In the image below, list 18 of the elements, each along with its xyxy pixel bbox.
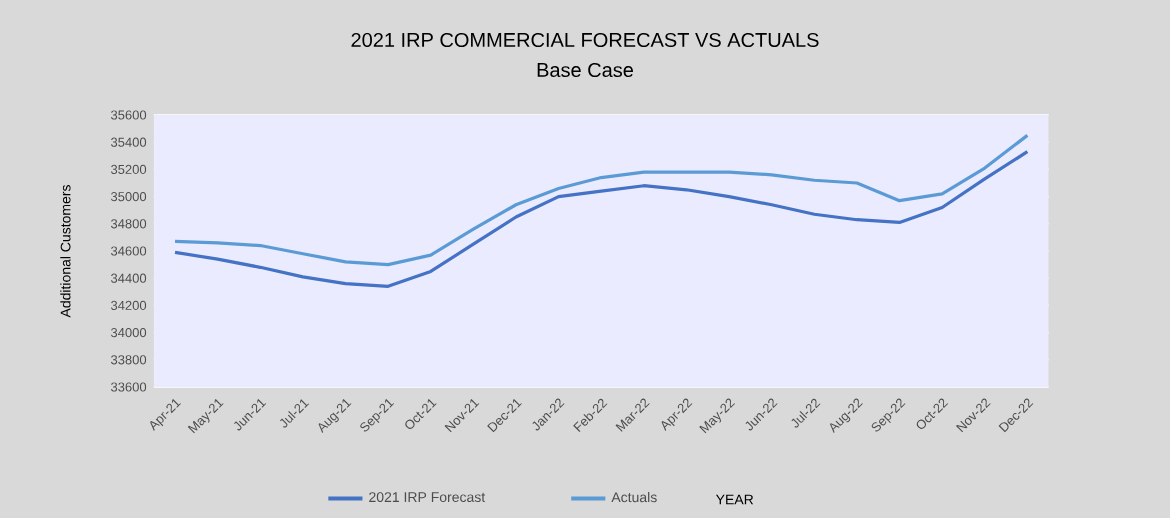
legend-label: Actuals [611,491,657,503]
legend-label: 2021 IRP Forecast [369,492,486,503]
y-tick-label: 34000 [110,328,147,338]
line-series [173,150,1029,288]
y-tick-label: 33800 [110,355,147,365]
chart-title: 2021 IRP COMMERCIAL FORECAST VS ACTUALS [351,32,819,48]
y-tick-label: 34400 [110,273,147,283]
chart-subtitle: Base Case [537,62,633,78]
y-tick-label: 35400 [110,137,147,147]
y-tick-label: 35000 [110,192,147,202]
y-tick-label: 34600 [110,246,147,256]
y-tick-label: 35200 [110,164,147,174]
y-tick-label: 35600 [110,110,147,120]
y-tick-label: 33600 [110,382,147,392]
x-axis-title: YEAR [715,494,754,505]
y-tick-label: 34800 [110,219,147,229]
y-axis-title: Additional Customers [60,185,71,318]
y-tick-label: 34200 [110,300,147,310]
